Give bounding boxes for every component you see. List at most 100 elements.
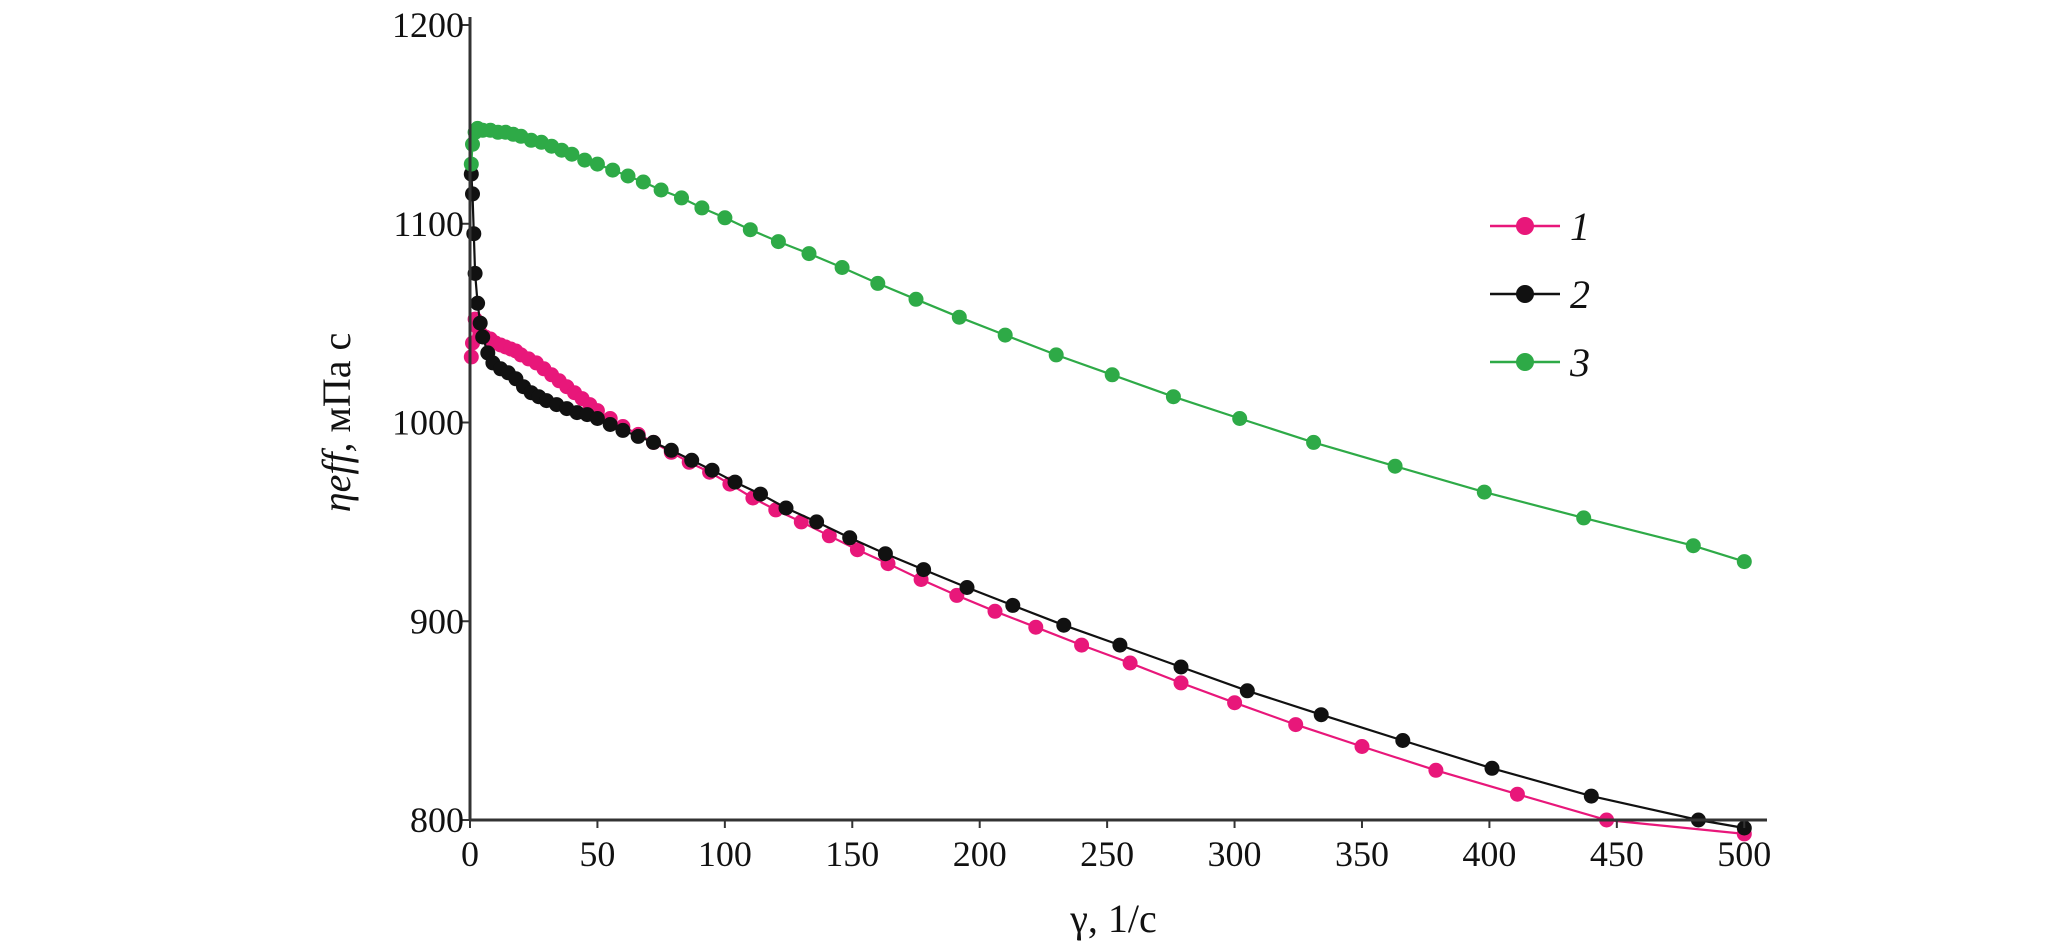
data-point xyxy=(615,422,631,438)
data-point xyxy=(870,275,886,291)
data-point xyxy=(589,156,605,172)
data-point xyxy=(1354,739,1370,754)
x-tick-label: 150 xyxy=(825,834,879,874)
data-point xyxy=(663,442,679,458)
x-tick-label: 450 xyxy=(1590,834,1644,874)
legend-label: 1 xyxy=(1570,204,1590,249)
data-point xyxy=(770,234,786,250)
data-point xyxy=(653,182,669,198)
series-2 xyxy=(463,166,1752,836)
data-point xyxy=(1048,347,1064,363)
y-tick-label: 1000 xyxy=(392,403,464,443)
data-point xyxy=(1313,707,1329,723)
data-point xyxy=(646,434,661,450)
data-point xyxy=(1112,637,1128,653)
data-point xyxy=(1509,786,1525,802)
data-point xyxy=(1056,617,1072,633)
data-point xyxy=(564,146,580,162)
data-point xyxy=(1395,733,1411,748)
data-point xyxy=(717,210,733,226)
data-point xyxy=(842,530,858,546)
data-point xyxy=(1232,411,1248,426)
legend-label: 2 xyxy=(1570,272,1590,317)
data-point xyxy=(1428,762,1444,778)
x-tick-label: 0 xyxy=(461,834,479,874)
data-point xyxy=(1122,655,1138,671)
data-point xyxy=(605,162,621,178)
y-tick-label: 800 xyxy=(410,800,464,840)
y-axis-title-unit: , мПа с xyxy=(314,333,359,453)
data-point xyxy=(959,580,975,595)
data-point xyxy=(1173,675,1189,691)
data-point xyxy=(987,603,1003,619)
data-point xyxy=(1387,458,1403,474)
legend-item: 2 xyxy=(1490,272,1590,317)
x-tick-label: 50 xyxy=(579,834,615,874)
x-tick-label: 250 xyxy=(1080,834,1134,874)
data-point xyxy=(1736,554,1752,570)
data-point xyxy=(694,200,710,216)
legend-item: 1 xyxy=(1490,204,1590,249)
data-point xyxy=(834,260,850,275)
y-tick-label: 1100 xyxy=(393,204,464,244)
legend-label: 3 xyxy=(1569,340,1590,385)
data-point xyxy=(793,514,809,530)
data-point xyxy=(877,546,893,562)
x-tick-label: 500 xyxy=(1717,834,1771,874)
y-tick-label: 900 xyxy=(410,601,464,641)
data-point xyxy=(1476,484,1492,500)
series-3 xyxy=(463,120,1752,570)
data-point xyxy=(1005,597,1021,613)
data-point xyxy=(809,514,825,530)
data-point xyxy=(742,222,758,238)
y-axis-title-symbol: ηeff xyxy=(314,448,359,513)
data-point xyxy=(1288,717,1304,733)
data-point xyxy=(1028,619,1044,635)
data-point xyxy=(470,295,486,311)
data-point xyxy=(472,315,488,331)
series-line xyxy=(470,318,1745,835)
data-point xyxy=(465,186,480,202)
data-point xyxy=(908,291,924,307)
x-tick-label: 100 xyxy=(698,834,752,874)
plot-area xyxy=(463,120,1752,842)
data-point xyxy=(916,562,932,578)
data-point xyxy=(635,174,651,190)
series-line xyxy=(470,174,1745,830)
data-point xyxy=(727,474,743,490)
data-point xyxy=(684,452,700,468)
data-point xyxy=(1576,510,1592,526)
data-point xyxy=(630,428,646,444)
legend-marker xyxy=(1516,285,1534,303)
legend-marker xyxy=(1516,353,1534,371)
data-point xyxy=(1239,683,1255,699)
data-point xyxy=(849,542,865,558)
data-point xyxy=(1173,659,1189,675)
x-tick-label: 350 xyxy=(1335,834,1389,874)
data-point xyxy=(997,327,1013,343)
x-tick-label: 200 xyxy=(953,834,1007,874)
legend: 1 2 3 xyxy=(1490,204,1590,385)
data-point xyxy=(949,587,965,603)
data-point xyxy=(577,152,593,168)
data-point xyxy=(1227,695,1243,711)
series-1 xyxy=(463,311,1752,842)
data-point xyxy=(589,411,605,426)
x-tick-label: 400 xyxy=(1462,834,1516,874)
y-axis: 800 900 1000 1100 1200 xyxy=(392,5,470,840)
data-point xyxy=(1583,788,1599,804)
data-point xyxy=(1104,367,1120,383)
y-axis-title: ηeff, мПа с xyxy=(314,333,359,513)
data-point xyxy=(951,309,967,325)
legend-item: 3 xyxy=(1490,340,1590,385)
data-point xyxy=(620,168,636,184)
x-axis: 0 50 100 150 200 250 300 350 400 450 500 xyxy=(461,820,1771,874)
data-point xyxy=(778,500,794,516)
x-axis-title: γ, 1/c xyxy=(1069,896,1157,941)
data-point xyxy=(1685,538,1701,554)
data-point xyxy=(704,462,720,478)
x-tick-label: 300 xyxy=(1208,834,1262,874)
data-point xyxy=(1165,389,1181,405)
data-point xyxy=(475,329,491,345)
